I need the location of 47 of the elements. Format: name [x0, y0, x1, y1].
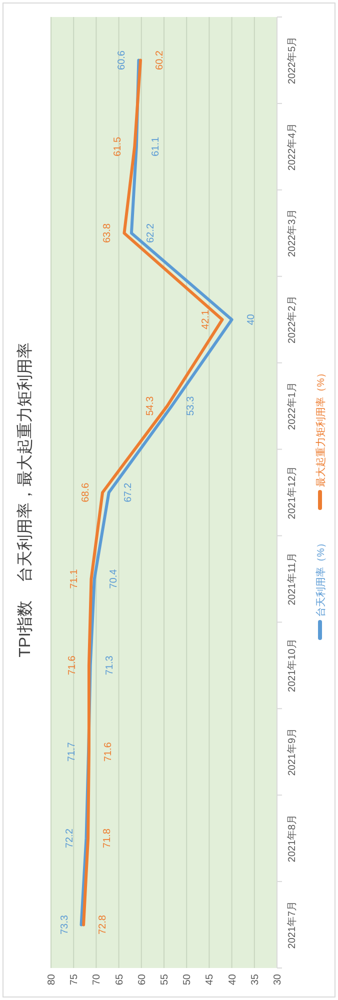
data-label: 70.4: [108, 568, 120, 589]
y-tick-label: 2021年7月: [286, 900, 298, 949]
data-label: 60.6: [116, 50, 128, 70]
data-label: 71.6: [102, 742, 114, 762]
text: 最大起重力矩利用率（%）: [315, 368, 327, 487]
data-label: 72.8: [98, 914, 109, 935]
data-label: 53.3: [186, 396, 197, 416]
y-tick-label: 2021年11月: [286, 552, 298, 606]
data-label: 71.7: [66, 742, 78, 762]
y-tick-label: 2022年1月: [286, 382, 298, 430]
x-tick-label: 80: [46, 974, 58, 986]
x-tick-label: 70: [92, 974, 103, 986]
x-tick-label: 50: [182, 974, 194, 986]
y-tick-label: 2021年12月: [286, 466, 298, 520]
y-tick-label: 2021年8月: [286, 814, 298, 862]
data-label: 71.6: [66, 655, 78, 676]
x-tick-label: 45: [204, 974, 216, 986]
data-label: 71.3: [104, 655, 116, 676]
data-label: 71.1: [69, 568, 80, 589]
data-label: 62.2: [145, 222, 156, 243]
x-tick-label: 40: [227, 974, 238, 986]
data-label: 42.1: [200, 309, 212, 330]
x-tick-label: 60: [136, 974, 148, 986]
data-label: 61.1: [150, 136, 162, 156]
x-tick-label: 30: [272, 974, 284, 986]
x-tick-label: 35: [250, 974, 261, 986]
data-label: 61.5: [112, 136, 124, 156]
y-tick-label: 2022年3月: [286, 209, 298, 258]
data-label: 54.3: [145, 396, 156, 416]
y-tick-label: 2022年2月: [286, 296, 298, 344]
data-label: 63.8: [102, 222, 114, 243]
data-label: 67.2: [122, 482, 134, 502]
data-label: 60.2: [154, 50, 166, 70]
x-tick-label: 75: [69, 974, 80, 986]
data-label: 68.6: [80, 482, 92, 502]
x-tick-label: 55: [160, 974, 170, 986]
data-label: 40: [246, 314, 257, 326]
text: 台天利用率（%）: [315, 538, 327, 617]
data-label: 71.8: [102, 828, 114, 848]
text: TPI指数 台天利用率，最大起重力矩利用率: [16, 342, 34, 658]
x-tick-label: 65: [114, 974, 126, 986]
y-tick-label: 2022年4月: [286, 122, 298, 171]
y-tick-label: 2021年9月: [286, 728, 298, 776]
data-label: 72.2: [64, 828, 76, 848]
y-tick-label: 2021年10月: [286, 638, 298, 692]
y-tick-label: 2022年5月: [286, 36, 298, 84]
data-label: 73.3: [59, 914, 70, 935]
